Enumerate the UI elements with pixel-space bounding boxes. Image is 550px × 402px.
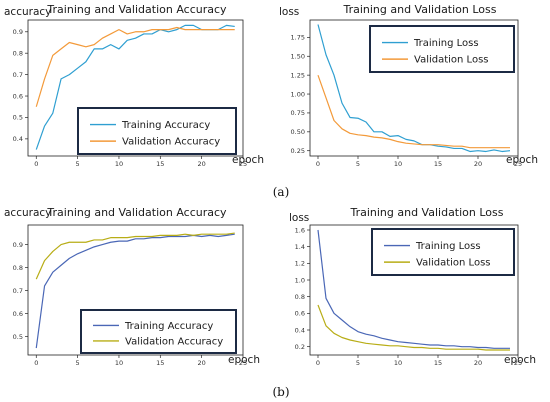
legend-label: Training Loss [413, 38, 479, 49]
x-tick-label: 20 [474, 359, 482, 367]
y-tick-label: 0.9 [13, 241, 23, 249]
y-tick-label: 1.0 [295, 276, 305, 284]
y-tick-label: 1.75 [291, 34, 305, 42]
legend: Training Loss Validation Loss [371, 228, 515, 276]
x-tick-label: 25 [239, 160, 247, 168]
chart-b-acc: Training and Validation Accuracyaccuracy… [4, 206, 260, 367]
legend-label: Training Loss [415, 241, 481, 252]
x-tick-label: 0 [34, 160, 38, 168]
y-tick-label: 0.4 [13, 135, 23, 143]
y-tick-label: 0.50 [291, 128, 305, 136]
chart-title: Training and Validation Accuracy [46, 3, 227, 16]
y-tick-label: 0.6 [13, 92, 23, 100]
y-axis-label: loss [289, 212, 309, 224]
plot-frame [27, 19, 244, 157]
y-tick-label: 1.4 [295, 243, 305, 251]
legend-box [77, 107, 237, 155]
y-axis-label: accuracy [4, 6, 51, 18]
chart-b-loss: Training and Validation Loss loss epoch 0 5 1… [289, 206, 536, 367]
series-line-training [317, 24, 511, 153]
legend: Training Loss Validation Loss [369, 25, 515, 73]
y-axis-label: accuracy [4, 207, 51, 219]
legend-box [369, 25, 515, 73]
chart-a-loss: Training and Validation Loss loss epoch 0 5 1… [279, 3, 538, 168]
legend-label: Validation Loss [416, 258, 491, 269]
y-tick-label: 0.8 [295, 293, 305, 301]
x-tick-label: 0 [316, 359, 320, 367]
x-axis-label: epoch [504, 354, 536, 366]
y-tick-label: 0.7 [13, 71, 23, 79]
y-tick-label: 0.5 [13, 114, 23, 122]
x-tick-label: 0 [34, 359, 38, 367]
legend: Training Accuracy Validation Accuracy [77, 107, 237, 155]
series-line-validation [35, 26, 235, 107]
caption-b: (b) [272, 385, 289, 399]
legend-label: Training Accuracy [124, 321, 213, 332]
y-tick-label: 1.00 [291, 90, 305, 98]
legend-box [371, 228, 515, 276]
x-axis-label: epoch [228, 354, 260, 366]
x-axis-label: epoch [232, 154, 264, 166]
x-axis-label: epoch [506, 154, 538, 166]
caption-a: (a) [273, 185, 290, 199]
y-tick-label: 0.7 [13, 287, 23, 295]
y-axis-label: loss [279, 6, 299, 18]
series-line-training [35, 233, 235, 349]
x-tick-label: 20 [198, 359, 206, 367]
legend-label: Validation Accuracy [122, 137, 220, 148]
legend-label: Validation Accuracy [125, 336, 223, 347]
legend-box [80, 309, 237, 354]
x-tick-label: 10 [394, 160, 402, 168]
x-tick-label: 5 [356, 160, 360, 168]
x-tick-label: 20 [198, 160, 206, 168]
chart-title: Training and Validation Accuracy [46, 206, 227, 219]
legend-label: Training Accuracy [121, 120, 210, 131]
y-tick-label: 0.6 [13, 310, 23, 318]
x-tick-label: 15 [156, 160, 164, 168]
y-tick-label: 0.6 [295, 310, 305, 318]
x-tick-label: 15 [156, 359, 164, 367]
plot-frame [309, 224, 519, 356]
series-line-training [317, 229, 510, 349]
series-line-validation [317, 304, 510, 351]
y-tick-label: 1.6 [295, 226, 305, 234]
chart-title: Training and Validation Loss [342, 3, 496, 16]
legend: Training Accuracy Validation Accuracy [80, 309, 237, 354]
y-tick-label: 1.2 [295, 260, 305, 268]
x-tick-label: 0 [316, 160, 320, 168]
y-tick-label: 0.25 [291, 147, 305, 155]
x-tick-label: 10 [394, 359, 402, 367]
x-tick-label: 15 [434, 160, 442, 168]
y-tick-label: 0.4 [295, 326, 305, 334]
legend-label: Validation Loss [414, 55, 489, 66]
x-tick-label: 25 [514, 160, 522, 168]
x-tick-label: 15 [434, 359, 442, 367]
chart-title: Training and Validation Loss [349, 206, 503, 219]
x-tick-label: 5 [356, 359, 360, 367]
x-tick-label: 25 [239, 359, 247, 367]
x-tick-label: 25 [514, 359, 522, 367]
y-tick-label: 1.25 [291, 71, 305, 79]
x-tick-label: 10 [115, 359, 123, 367]
plot-frame [309, 19, 519, 157]
chart-a-acc: Training and Validation Accuracyaccuracy… [4, 3, 264, 168]
y-tick-label: 0.75 [291, 109, 305, 117]
series-line-validation [35, 232, 235, 280]
x-tick-label: 10 [115, 160, 123, 168]
x-tick-label: 5 [76, 160, 80, 168]
x-tick-label: 20 [474, 160, 482, 168]
y-tick-label: 1.50 [291, 53, 305, 61]
y-tick-label: 0.9 [13, 28, 23, 36]
x-tick-label: 5 [76, 359, 80, 367]
y-tick-label: 0.5 [13, 333, 23, 341]
series-line-validation [317, 74, 510, 149]
y-tick-label: 0.2 [295, 343, 305, 351]
plot-frame [27, 224, 244, 356]
y-tick-label: 0.8 [13, 264, 23, 272]
y-tick-label: 0.8 [13, 49, 23, 57]
